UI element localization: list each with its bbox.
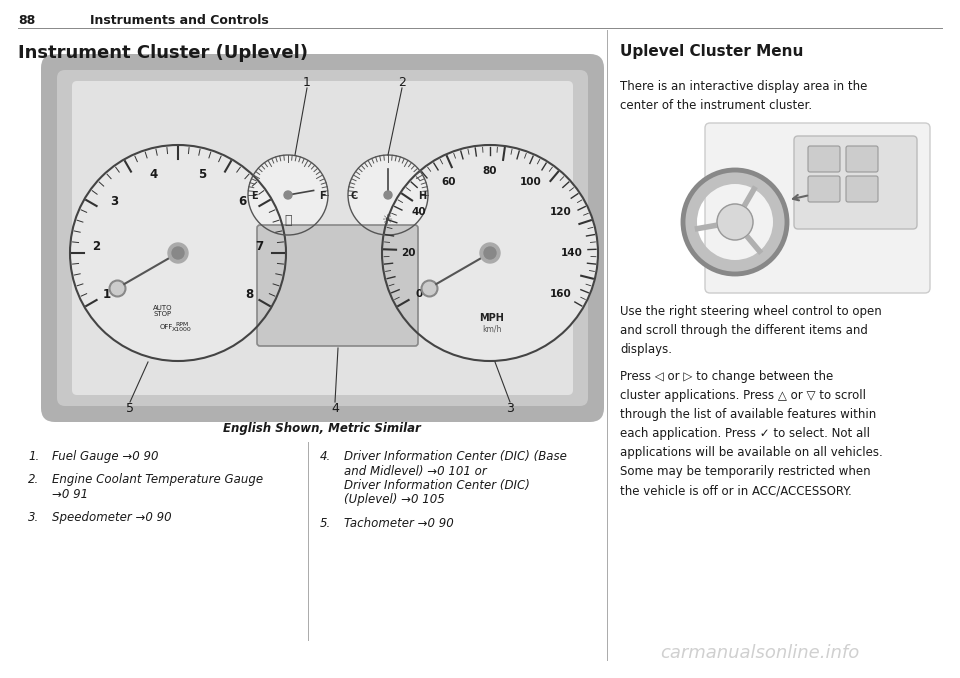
FancyBboxPatch shape bbox=[794, 136, 917, 229]
Text: 5: 5 bbox=[126, 401, 134, 414]
Circle shape bbox=[384, 191, 392, 199]
Circle shape bbox=[248, 155, 328, 235]
Text: Instrument Cluster (Uplevel): Instrument Cluster (Uplevel) bbox=[18, 44, 308, 62]
Text: MPH: MPH bbox=[480, 313, 504, 323]
Text: AUTO
STOP: AUTO STOP bbox=[154, 304, 173, 317]
FancyBboxPatch shape bbox=[257, 225, 418, 346]
Text: Tachometer →0 90: Tachometer →0 90 bbox=[344, 517, 454, 530]
Text: 4: 4 bbox=[331, 401, 339, 414]
Text: 20: 20 bbox=[400, 248, 416, 258]
Text: 160: 160 bbox=[550, 289, 572, 299]
Circle shape bbox=[172, 247, 184, 259]
Text: 4: 4 bbox=[150, 168, 158, 181]
FancyBboxPatch shape bbox=[41, 54, 604, 422]
Text: Uplevel Cluster Menu: Uplevel Cluster Menu bbox=[620, 44, 804, 59]
FancyBboxPatch shape bbox=[846, 146, 878, 172]
Circle shape bbox=[168, 243, 188, 263]
Text: Use the right steering wheel control to open
and scroll through the different it: Use the right steering wheel control to … bbox=[620, 305, 881, 356]
Text: RPM
X1000: RPM X1000 bbox=[172, 321, 192, 332]
Text: Driver Information Center (DIC) (Base: Driver Information Center (DIC) (Base bbox=[344, 450, 566, 463]
Text: H: H bbox=[418, 191, 426, 201]
Text: English Shown, Metric Similar: English Shown, Metric Similar bbox=[223, 422, 420, 435]
Wedge shape bbox=[683, 170, 787, 274]
Text: 1.: 1. bbox=[28, 450, 39, 463]
Text: 0: 0 bbox=[416, 289, 422, 299]
Text: 2: 2 bbox=[92, 241, 100, 254]
Circle shape bbox=[70, 145, 286, 361]
Text: There is an interactive display area in the
center of the instrument cluster.: There is an interactive display area in … bbox=[620, 80, 868, 112]
Circle shape bbox=[484, 247, 496, 259]
Circle shape bbox=[348, 155, 428, 235]
FancyBboxPatch shape bbox=[57, 70, 588, 406]
Text: E: E bbox=[251, 191, 257, 201]
Text: 80: 80 bbox=[483, 166, 497, 176]
Text: 60: 60 bbox=[442, 177, 456, 187]
Circle shape bbox=[717, 204, 753, 240]
Text: 2.: 2. bbox=[28, 473, 39, 486]
Circle shape bbox=[480, 243, 500, 263]
Text: 100: 100 bbox=[520, 177, 541, 187]
Text: 7: 7 bbox=[255, 241, 264, 254]
Text: Driver Information Center (DIC): Driver Information Center (DIC) bbox=[344, 479, 530, 492]
FancyBboxPatch shape bbox=[808, 146, 840, 172]
Text: C: C bbox=[350, 191, 358, 201]
Text: 3.: 3. bbox=[28, 511, 39, 524]
Text: 5: 5 bbox=[198, 168, 206, 181]
FancyBboxPatch shape bbox=[705, 123, 930, 293]
Text: Instruments and Controls: Instruments and Controls bbox=[90, 14, 269, 26]
Text: and Midlevel) →0 101 or: and Midlevel) →0 101 or bbox=[344, 464, 487, 477]
Text: 5.: 5. bbox=[320, 517, 331, 530]
Text: 6: 6 bbox=[238, 195, 246, 208]
FancyBboxPatch shape bbox=[72, 81, 573, 395]
Text: Fuel Gauge →0 90: Fuel Gauge →0 90 bbox=[52, 450, 158, 463]
Text: 140: 140 bbox=[561, 248, 583, 258]
Text: F: F bbox=[319, 191, 325, 201]
Text: carmanualsonline.info: carmanualsonline.info bbox=[660, 644, 859, 662]
Text: Speedometer →0 90: Speedometer →0 90 bbox=[52, 511, 172, 524]
Text: 40: 40 bbox=[412, 207, 426, 217]
Text: 1: 1 bbox=[303, 75, 311, 89]
Circle shape bbox=[284, 191, 292, 199]
FancyBboxPatch shape bbox=[846, 176, 878, 202]
Text: 3: 3 bbox=[109, 195, 118, 208]
Text: 1: 1 bbox=[103, 287, 111, 300]
Text: 120: 120 bbox=[550, 207, 572, 217]
Text: km/h: km/h bbox=[482, 325, 502, 334]
Text: 2: 2 bbox=[398, 75, 406, 89]
FancyBboxPatch shape bbox=[808, 176, 840, 202]
Text: Press ◁ or ▷ to change between the
cluster applications. Press △ or ▽ to scroll
: Press ◁ or ▷ to change between the clust… bbox=[620, 370, 883, 497]
Text: (Uplevel) →0 105: (Uplevel) →0 105 bbox=[344, 494, 444, 506]
Text: →0 91: →0 91 bbox=[52, 487, 88, 500]
Text: 88: 88 bbox=[18, 14, 36, 26]
Text: ☀: ☀ bbox=[382, 214, 394, 228]
Text: Engine Coolant Temperature Gauge: Engine Coolant Temperature Gauge bbox=[52, 473, 263, 486]
Text: 3: 3 bbox=[506, 401, 514, 414]
Text: 4.: 4. bbox=[320, 450, 331, 463]
Text: OFF: OFF bbox=[159, 324, 173, 330]
Text: 8: 8 bbox=[245, 287, 253, 300]
Text: ⛽: ⛽ bbox=[284, 214, 292, 228]
Circle shape bbox=[382, 145, 598, 361]
